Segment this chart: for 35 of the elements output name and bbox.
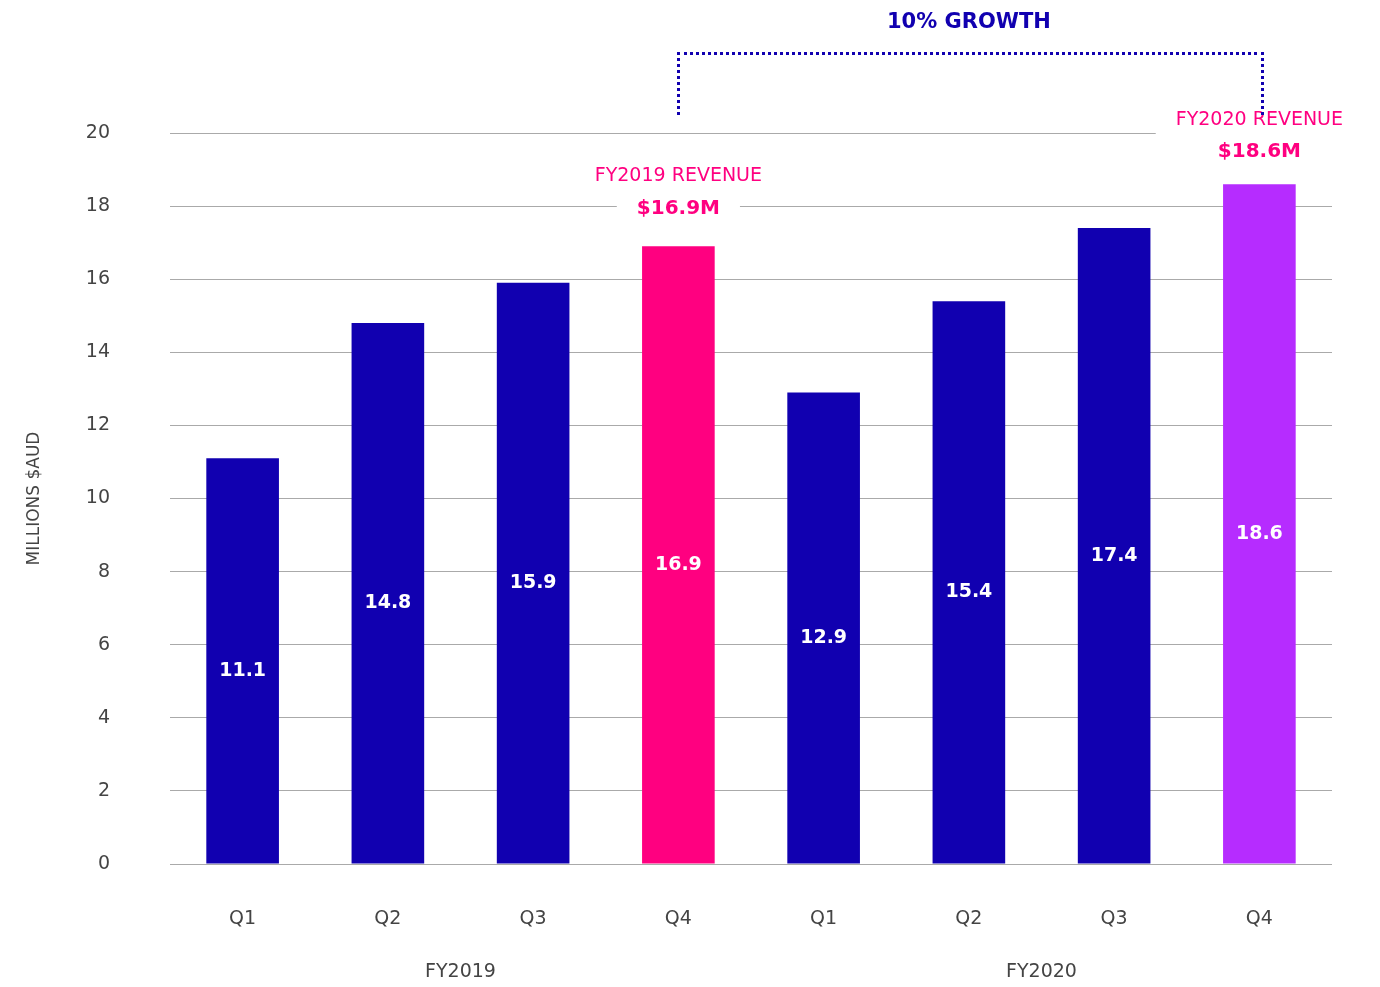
y-tick-label: 0 xyxy=(97,850,110,873)
x-tick-label: Q2 xyxy=(955,906,983,929)
y-axis-title: MILLIONS $AUD xyxy=(22,431,43,566)
x-tick-label: Q4 xyxy=(1245,906,1273,929)
data-label: 15.9 xyxy=(509,570,557,593)
annotation: FY2019 REVENUE xyxy=(594,163,763,186)
x-tick-label: Q1 xyxy=(810,906,838,929)
data-label: 12.9 xyxy=(800,624,848,647)
x-tick-label: Q2 xyxy=(374,906,402,929)
y-tick-label: 8 xyxy=(97,558,110,581)
x-tick-label: Q1 xyxy=(229,906,257,929)
annotation: $18.6M xyxy=(1217,138,1301,163)
y-tick-label: 20 xyxy=(85,119,110,142)
y-tick-label: 4 xyxy=(97,704,110,727)
y-tick-label: 14 xyxy=(85,339,110,362)
data-label: 11.1 xyxy=(219,657,267,680)
annotation: $16.9M xyxy=(636,194,720,219)
data-label: 17.4 xyxy=(1090,542,1138,565)
text: FY2019 xyxy=(425,958,496,981)
x-tick-label: Q3 xyxy=(1100,906,1128,929)
x-tick-label: Q4 xyxy=(664,906,692,929)
data-label: 18.6 xyxy=(1235,520,1283,543)
y-tick-label: 12 xyxy=(85,412,110,435)
data-label: 14.8 xyxy=(364,590,412,613)
text: FY2020 REVENUE xyxy=(1175,107,1344,130)
data-label: 16.9 xyxy=(654,551,702,574)
x-tick-label: Q3 xyxy=(519,906,547,929)
y-tick-label: 6 xyxy=(97,631,110,654)
y-tick-label: 18 xyxy=(85,193,110,216)
text: FY2020 xyxy=(1006,958,1077,981)
y-tick-label: 16 xyxy=(85,266,110,289)
text: 10% GROWTH xyxy=(886,9,1051,34)
data-label: 15.4 xyxy=(945,579,993,602)
y-tick-label: 2 xyxy=(97,777,110,800)
y-tick-label: 10 xyxy=(85,485,110,508)
